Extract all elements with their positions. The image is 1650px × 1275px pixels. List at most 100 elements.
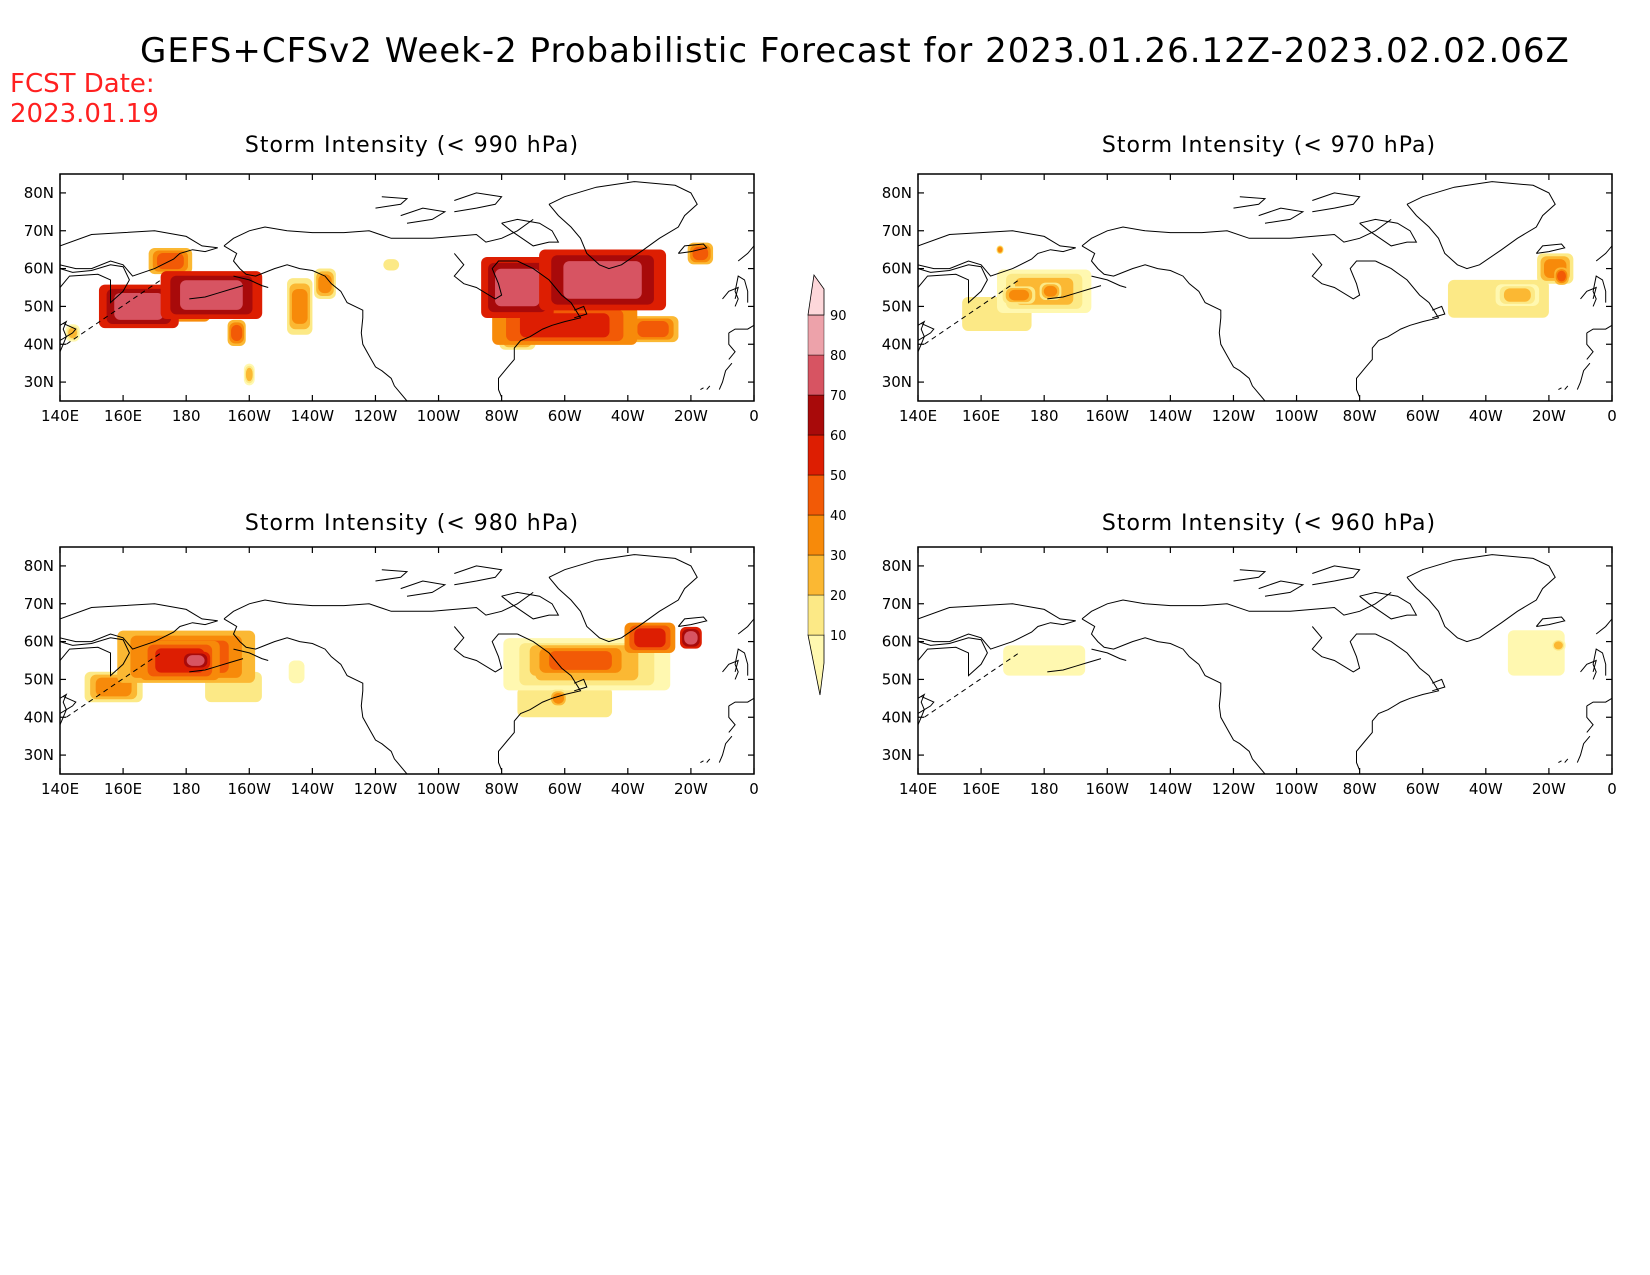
colorbar-label: 50	[830, 469, 847, 484]
prob-cell	[318, 274, 332, 294]
coastline	[718, 362, 733, 390]
lat-tick-label: 60N	[882, 260, 912, 278]
prob-cell	[186, 655, 205, 666]
colorbar-swatch	[807, 554, 825, 596]
prob-cell	[684, 631, 698, 645]
coastline	[1592, 648, 1607, 680]
lat-tick-label: 50N	[24, 297, 54, 315]
prob-cell	[997, 246, 1003, 253]
coastline	[1081, 245, 1266, 401]
colorbar-swatch	[807, 434, 825, 476]
lon-tick-label: 140E	[899, 780, 937, 798]
coastline	[1406, 181, 1556, 270]
coastline	[1047, 658, 1102, 673]
probability-shading	[84, 622, 702, 718]
coastline	[548, 181, 698, 270]
lat-tick-label: 70N	[24, 595, 54, 613]
coastline	[1081, 218, 1392, 247]
coastline	[189, 658, 244, 673]
colorbar-label: 20	[830, 589, 847, 604]
coastline	[1576, 362, 1591, 390]
coastline	[1091, 648, 1127, 661]
lon-tick-label: 60W	[548, 780, 582, 798]
coastline	[223, 218, 534, 247]
colorbar-swatch	[807, 474, 825, 516]
coastline	[677, 243, 708, 254]
coastline	[718, 735, 733, 763]
lon-tick-label: 100W	[1275, 407, 1319, 425]
coastline	[498, 260, 582, 398]
lon-tick-label: 180	[1030, 780, 1059, 798]
lat-tick-label: 50N	[24, 670, 54, 688]
lon-tick-label: 160E	[962, 407, 1000, 425]
lon-tick-label: 180	[172, 407, 201, 425]
coastline	[501, 218, 560, 247]
coastline	[453, 626, 518, 673]
lon-tick-label: 120W	[354, 407, 398, 425]
lon-tick-label: 160W	[228, 407, 272, 425]
coastline	[737, 618, 754, 635]
coastline	[700, 387, 704, 391]
prob-cell	[1008, 289, 1030, 301]
prob-cell	[1503, 288, 1531, 302]
coastline	[728, 324, 754, 334]
coastline	[223, 245, 408, 401]
coastline	[60, 637, 130, 677]
prob-cell	[1043, 285, 1058, 297]
lon-tick-label: 180	[172, 780, 201, 798]
coastline	[1535, 616, 1566, 627]
coastline	[453, 253, 518, 300]
coastline	[400, 207, 447, 224]
lon-tick-label: 40W	[611, 780, 645, 798]
coastline	[501, 591, 560, 620]
fcst-date-label: FCST Date:	[10, 69, 155, 99]
coastline	[498, 633, 582, 771]
coastline	[548, 554, 698, 643]
lat-tick-label: 60N	[882, 633, 912, 651]
coastline	[233, 648, 269, 661]
lon-tick-label: 20W	[1532, 780, 1566, 798]
lon-tick-label: 140E	[41, 780, 79, 798]
prob-cell	[519, 313, 610, 338]
coastline	[189, 285, 244, 300]
coastline	[233, 275, 269, 288]
coastline	[1359, 218, 1418, 247]
coastline	[918, 335, 926, 352]
prob-cell	[637, 321, 669, 338]
lat-tick-label: 40N	[24, 708, 54, 726]
lon-tick-label: 160E	[104, 780, 142, 798]
colorbar-label: 80	[830, 349, 847, 364]
lat-tick-label: 30N	[24, 373, 54, 391]
lat-tick-label: 30N	[882, 746, 912, 764]
coastline	[918, 264, 988, 304]
coastline	[375, 569, 409, 582]
prob-cell	[495, 268, 540, 307]
lat-tick-label: 70N	[24, 222, 54, 240]
coastline	[1406, 554, 1556, 643]
lon-tick-label: 120W	[1212, 780, 1256, 798]
panel-title-960: Storm Intensity (< 960 hPa)	[1102, 511, 1436, 536]
lon-tick-label: 180	[1030, 407, 1059, 425]
prob-cell	[114, 292, 164, 320]
colorbar-swatch	[807, 314, 825, 356]
coastline	[454, 565, 503, 586]
lon-tick-label: 0	[749, 780, 759, 798]
fcst-date-value: 2023.01.19	[10, 99, 159, 129]
prob-cell	[288, 660, 305, 684]
map-panel-2: 140E 160E 180 160W 140W 120W 100W 80W 60W 40W 20W 0…	[24, 546, 759, 798]
prob-cell	[245, 367, 253, 382]
lon-tick-label: 60W	[1406, 780, 1440, 798]
coastline	[918, 230, 1076, 277]
lon-tick-label: 140W	[1149, 407, 1193, 425]
map-frame	[917, 546, 1613, 775]
coastline	[60, 708, 68, 725]
prob-cell	[692, 246, 709, 261]
coastlines	[918, 554, 1612, 774]
lon-tick-label: 160W	[1086, 780, 1130, 798]
colorbar-swatch	[807, 514, 825, 556]
prob-cell	[1553, 641, 1563, 650]
prob-cell	[1003, 645, 1086, 676]
lon-tick-label: 160E	[962, 780, 1000, 798]
coastline	[734, 648, 749, 680]
